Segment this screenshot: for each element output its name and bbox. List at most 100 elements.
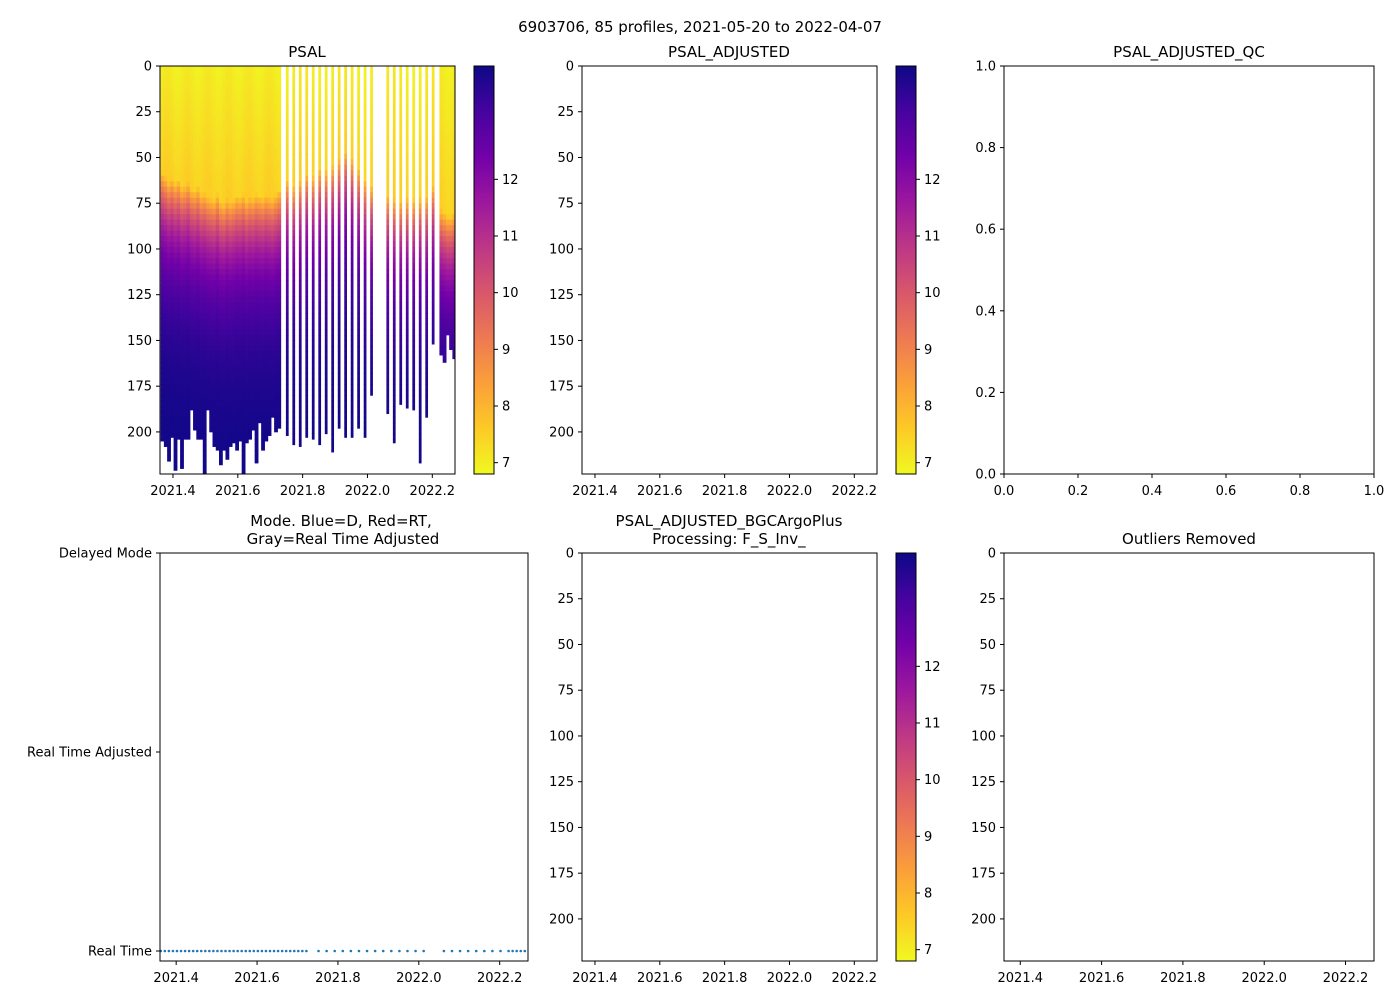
psal-cell: [425, 340, 429, 347]
psal-cell: [189, 345, 194, 352]
psal-cell: [337, 153, 341, 160]
psal-cell: [442, 71, 447, 78]
psal-cell: [357, 164, 360, 171]
psal-cell: [285, 219, 289, 226]
psal-cell: [392, 395, 396, 402]
psal-cell: [449, 345, 453, 350]
mode-point: [474, 949, 478, 953]
psal-cell: [418, 269, 422, 275]
psal-cell: [219, 175, 223, 182]
psal-cell: [163, 120, 168, 127]
psal-cell: [445, 175, 450, 182]
psal-cell: [228, 82, 233, 89]
psal-cell: [357, 82, 360, 89]
psal-cell: [231, 433, 236, 440]
psal-cell: [215, 351, 220, 358]
psal-cell: [324, 329, 328, 336]
psal-cell: [270, 203, 275, 210]
psal-cell: [331, 219, 335, 226]
psal-cell: [193, 71, 197, 78]
psal-cell: [173, 450, 178, 457]
psal-cell: [257, 236, 262, 243]
psal-cell: [399, 131, 403, 138]
psal-cell: [225, 384, 230, 391]
psal-cell: [277, 98, 282, 105]
psal-cell: [163, 389, 168, 396]
psal-cell: [170, 263, 175, 270]
psal-cell: [235, 148, 240, 155]
psal-cell: [324, 120, 328, 127]
psal-cell: [238, 323, 243, 330]
psal-cell: [219, 417, 223, 424]
psal-cell: [257, 225, 262, 232]
psal-cell: [324, 302, 328, 308]
psal-cell: [439, 186, 444, 193]
psal-cell: [298, 444, 302, 447]
psal-cell: [231, 225, 236, 232]
psal-cell: [357, 247, 360, 254]
psal-cell: [219, 274, 223, 281]
psal-cell: [452, 318, 455, 325]
x-tick-label: 2022.0: [767, 971, 813, 986]
psal-cell: [163, 252, 168, 259]
psal-cell: [344, 307, 347, 314]
psal-cell: [193, 378, 197, 385]
psal-cell: [189, 137, 194, 144]
psal-cell: [225, 329, 230, 336]
psal-cell: [267, 351, 272, 358]
psal-cell: [405, 373, 409, 380]
psal-cell: [442, 334, 447, 341]
psal-cell: [277, 120, 282, 127]
psal-cell: [215, 192, 220, 199]
psal-cell: [363, 131, 367, 138]
psal-cell: [412, 318, 416, 325]
psal-cell: [431, 274, 435, 281]
psal-cell: [267, 329, 272, 336]
psal-cell: [392, 312, 396, 319]
psal-cell: [173, 236, 178, 243]
psal-cell: [186, 225, 191, 232]
psal-cell: [238, 208, 243, 215]
psal-cell: [222, 269, 227, 275]
psal-cell: [163, 302, 168, 308]
psal-cell: [292, 433, 296, 440]
psal-cell: [386, 378, 390, 385]
psal-cell: [163, 137, 168, 144]
psal-cell: [344, 400, 347, 407]
psal-cell: [180, 159, 184, 166]
psal-cell: [418, 312, 422, 319]
psal-cell: [324, 153, 328, 160]
psal-cell: [350, 131, 354, 138]
psal-cell: [251, 197, 256, 204]
psal-cell: [270, 66, 275, 72]
psal-cell: [212, 269, 217, 275]
psal-cell: [392, 351, 396, 358]
psal-cell: [160, 263, 165, 270]
psal-cell: [202, 93, 207, 100]
psal-cell: [267, 252, 272, 259]
psal-cell: [248, 367, 252, 374]
psal-cell: [209, 247, 214, 254]
psal-cell: [399, 389, 403, 396]
psal-cell: [386, 373, 390, 380]
psal-cell: [167, 159, 171, 166]
psal-cell: [305, 345, 309, 352]
psal-cell: [215, 422, 220, 429]
psal-cell: [370, 296, 373, 303]
psal-cell: [244, 159, 249, 166]
psal-cell: [215, 76, 220, 83]
psal-cell: [274, 175, 278, 182]
psal-profile: [267, 66, 272, 436]
psal-cell: [183, 192, 188, 199]
psal-cell: [405, 192, 409, 199]
psal-cell: [267, 170, 272, 177]
psal-cell: [228, 203, 233, 210]
psal-cell: [344, 93, 347, 100]
psal-cell: [439, 175, 444, 182]
psal-cell: [176, 104, 181, 111]
psal-cell: [251, 76, 256, 83]
psal-cell: [298, 439, 302, 446]
psal-cell: [399, 312, 403, 319]
psal-cell: [445, 153, 450, 160]
